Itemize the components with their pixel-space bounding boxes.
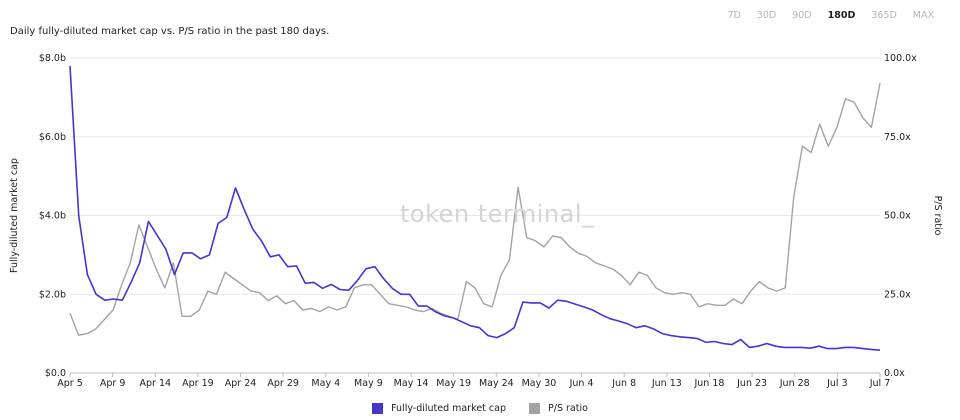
x-axis-tick-label: Apr 19 <box>182 378 214 389</box>
right-axis-tick-label: 25.0x <box>884 289 911 300</box>
tab-30d[interactable]: 30D <box>756 10 777 21</box>
x-axis-tick-label: May 30 <box>522 378 557 389</box>
left-axis-tick-label: $8.0b <box>39 53 66 64</box>
x-axis-tick-label: May 14 <box>394 378 429 389</box>
legend-item-market-cap[interactable]: Fully-diluted market cap <box>372 403 506 414</box>
legend-item-ps-ratio[interactable]: P/S ratio <box>529 403 588 414</box>
right-axis-tick-label: 75.0x <box>884 132 911 143</box>
right-axis-tick-label: 100.0x <box>884 53 917 64</box>
x-axis-tick-label: May 24 <box>479 378 514 389</box>
subtitle: Daily fully-diluted market cap vs. P/S r… <box>10 26 330 37</box>
x-axis-tick-label: Apr 5 <box>57 378 83 389</box>
x-axis-tick-label: Jul 7 <box>869 378 891 389</box>
x-axis-tick-label: Jun 23 <box>736 378 767 389</box>
range-tabs: 7D 30D 90D 180D 365D MAX <box>719 10 942 21</box>
x-axis-tick-label: Jul 3 <box>826 378 848 389</box>
watermark-logo: token terminal_ <box>400 200 595 228</box>
left-axis-tick-label: $2.0b <box>39 289 66 300</box>
legend-swatch-market-cap <box>372 403 384 414</box>
x-axis-tick-label: Jun 13 <box>651 378 682 389</box>
series-line-market-cap <box>69 65 881 351</box>
legend-swatch-ps-ratio <box>529 403 541 414</box>
x-axis-tick-label: Apr 14 <box>139 378 171 389</box>
x-axis-tick-label: Apr 24 <box>225 378 257 389</box>
x-axis-tick-label: Jun 4 <box>569 378 594 389</box>
x-axis-tick-label: Jun 8 <box>611 378 636 389</box>
chart-legend: Fully-diluted market cap P/S ratio <box>0 403 960 417</box>
x-axis-tick-label: Apr 29 <box>267 378 299 389</box>
tab-365d[interactable]: 365D <box>871 10 897 21</box>
legend-label-ps-ratio: P/S ratio <box>548 403 588 414</box>
tab-7d[interactable]: 7D <box>727 10 741 21</box>
legend-label-market-cap: Fully-diluted market cap <box>391 403 506 414</box>
x-axis-tick-label: May 9 <box>354 378 383 389</box>
left-axis-tick-label: $6.0b <box>39 132 66 143</box>
x-axis-tick-label: Jun 18 <box>693 378 724 389</box>
tab-90d[interactable]: 90D <box>792 10 812 21</box>
x-axis-tick-label: Jun 28 <box>779 378 810 389</box>
right-axis-title: P/S ratio <box>932 196 943 236</box>
left-axis-title: Fully-diluted market cap <box>9 158 20 273</box>
right-axis-tick-label: 0.0x <box>884 368 905 379</box>
series-line-ps-ratio <box>69 83 881 336</box>
x-axis-tick-label: Apr 9 <box>100 378 126 389</box>
right-axis-tick-label: 50.0x <box>884 211 911 222</box>
left-axis-tick-label: $4.0b <box>39 211 66 222</box>
left-axis-tick-label: $0.0 <box>45 368 66 379</box>
tab-180d[interactable]: 180D <box>827 10 856 21</box>
tab-max[interactable]: MAX <box>912 10 934 21</box>
x-axis-tick-label: May 4 <box>311 378 340 389</box>
x-axis-tick-label: May 19 <box>436 378 471 389</box>
